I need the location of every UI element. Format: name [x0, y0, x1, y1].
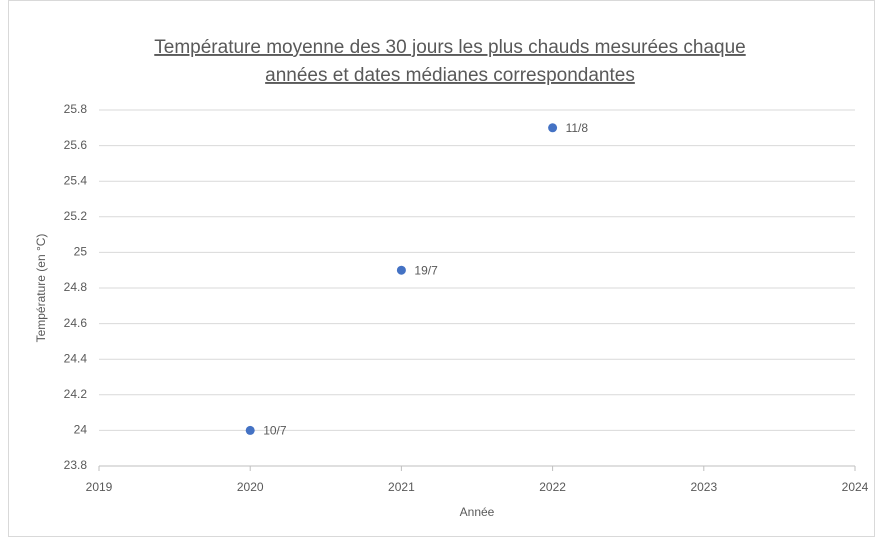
y-tick-label: 23.8: [64, 458, 88, 472]
x-axis-label: Année: [460, 505, 495, 519]
y-tick-label: 25.8: [64, 102, 88, 116]
y-tick-label: 25.4: [64, 173, 88, 187]
y-tick-label: 25.2: [64, 209, 88, 223]
x-tick-label: 2023: [690, 480, 717, 494]
point: [396, 265, 406, 275]
y-tick-label: 24.2: [64, 387, 88, 401]
y-tick-label: 24: [74, 423, 88, 437]
x-tick-label: 2019: [86, 480, 113, 494]
chart-frame: [8, 0, 875, 537]
point: [245, 425, 255, 435]
y-tick-label: 24.4: [64, 351, 88, 365]
x-tick-label: 2021: [388, 480, 415, 494]
y-axis-label: Température (en °C): [34, 234, 48, 343]
y-tick-label: 24.8: [64, 280, 88, 294]
point-label: 19/7: [414, 263, 438, 277]
point-label: 10/7: [263, 424, 287, 438]
chart-title: Température moyenne des 30 jours les plu…: [154, 37, 745, 58]
x-tick-label: 2024: [842, 480, 869, 494]
x-tick-label: 2020: [237, 480, 264, 494]
point-label: 11/8: [566, 121, 589, 135]
chart-title: années et dates médianes correspondantes: [265, 65, 635, 86]
point: [548, 123, 558, 133]
x-tick-label: 2022: [539, 480, 566, 494]
y-tick-label: 25.6: [64, 138, 88, 152]
y-tick-label: 25: [74, 245, 88, 259]
y-tick-label: 24.6: [64, 316, 88, 330]
